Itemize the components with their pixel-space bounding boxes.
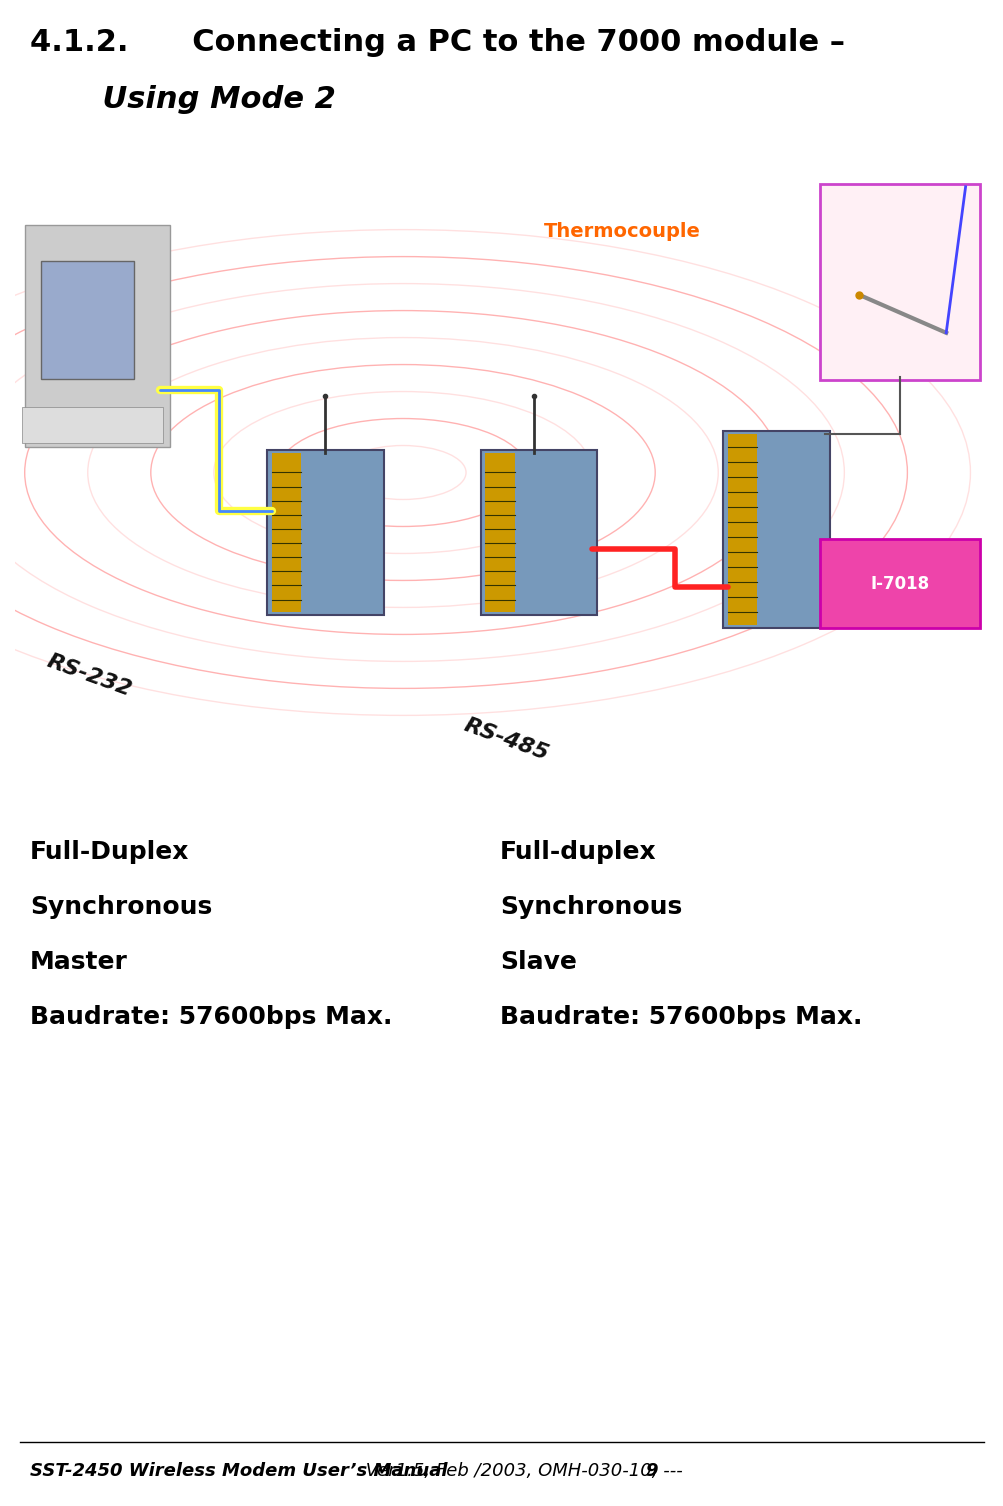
Text: 9: 9 [644,1462,657,1480]
FancyBboxPatch shape [25,224,171,447]
Text: Full-Duplex: Full-Duplex [30,840,190,864]
Text: RS-485: RS-485 [460,715,551,764]
FancyBboxPatch shape [41,261,134,380]
FancyBboxPatch shape [727,434,756,625]
FancyBboxPatch shape [485,453,515,613]
FancyBboxPatch shape [819,539,979,628]
Text: RS-232: RS-232 [44,651,134,700]
FancyBboxPatch shape [480,450,597,616]
Text: Baudrate: 57600bps Max.: Baudrate: 57600bps Max. [499,1005,862,1029]
FancyBboxPatch shape [819,184,979,381]
Text: Slave: Slave [499,950,577,974]
Text: Ver1.5, Feb /2003, OMH-030-10, ---: Ver1.5, Feb /2003, OMH-030-10, --- [360,1462,682,1480]
Text: Master: Master [30,950,127,974]
Text: Thermocouple: Thermocouple [543,221,700,241]
Text: Synchronous: Synchronous [30,895,212,919]
FancyBboxPatch shape [722,431,828,628]
Text: I-7018: I-7018 [870,575,929,593]
Text: Using Mode 2: Using Mode 2 [60,84,336,114]
Text: 4.1.2.      Connecting a PC to the 7000 module –: 4.1.2. Connecting a PC to the 7000 modul… [30,29,845,57]
Text: Full-duplex: Full-duplex [499,840,656,864]
Text: Synchronous: Synchronous [499,895,682,919]
FancyBboxPatch shape [272,453,301,613]
FancyBboxPatch shape [22,407,163,443]
FancyBboxPatch shape [267,450,383,616]
Text: Baudrate: 57600bps Max.: Baudrate: 57600bps Max. [30,1005,392,1029]
Text: SST-2450 Wireless Modem User’s Manual: SST-2450 Wireless Modem User’s Manual [30,1462,447,1480]
